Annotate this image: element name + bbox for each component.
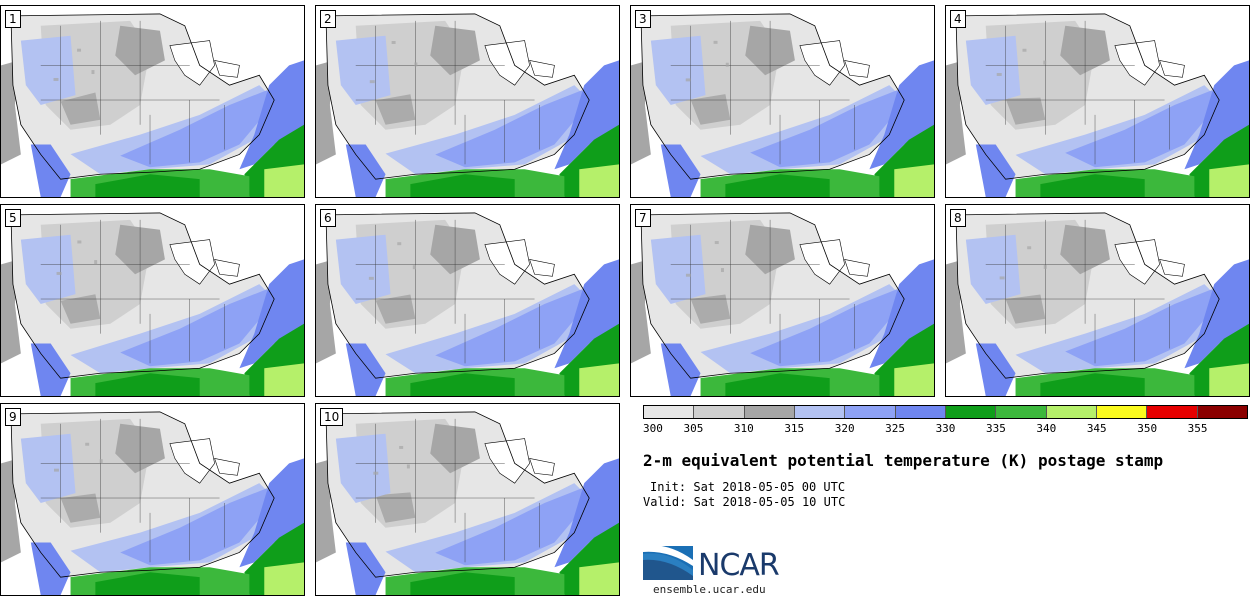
panel-label: 8 [950,209,966,227]
colorbar-swatch [996,406,1047,418]
colorbar-swatch [945,406,997,418]
map-panel-7: 7 [630,204,935,397]
chart-title: 2-m equivalent potential temperature (K)… [643,451,1164,470]
ncar-logo-text: NCAR [698,548,780,583]
colorbar-swatch [644,406,695,418]
valid-time: Valid: Sat 2018-05-05 10 UTC [643,495,846,509]
panel-label: 2 [320,10,336,28]
panel-label: 10 [320,408,344,426]
colorbar-ticks: 300 305 310 315 320 325 330 335 340 345 350 355 [643,422,1248,436]
colorbar-tick-label: 305 [683,422,704,435]
colorbar-swatch [1096,406,1148,418]
colorbar-tick-label: 350 [1137,422,1158,435]
colorbar [643,405,1248,419]
colorbar-swatch [895,406,946,418]
panel-label: 6 [320,209,336,227]
colorbar-tick-label: 300 [643,422,663,435]
colorbar-swatch [845,406,896,418]
colorbar-swatch [744,406,795,418]
panel-label: 1 [5,10,21,28]
map-panel-1: 1 [0,5,305,198]
colorbar-swatch [794,406,846,418]
map-panel-3: 3 [630,5,935,198]
colorbar-tick-label: 325 [885,422,906,435]
colorbar-swatch [1197,406,1247,418]
map-panel-5: 5 [0,204,305,397]
colorbar-swatch [1046,406,1097,418]
panel-label: 3 [635,10,651,28]
init-time: Init: Sat 2018-05-05 00 UTC [650,480,846,494]
map-panel-6: 6 [315,204,620,397]
map-panel-10: 10 [315,403,620,596]
panel-label: 9 [5,408,21,426]
ncar-logo-icon [643,545,693,580]
colorbar-tick-label: 315 [784,422,805,435]
colorbar-tick-label: 330 [935,422,956,435]
panel-label: 5 [5,209,21,227]
colorbar-tick-label: 320 [834,422,855,435]
colorbar-swatch [694,406,745,418]
colorbar-tick-label: 345 [1086,422,1107,435]
colorbar-tick-label: 335 [985,422,1006,435]
map-panel-8: 8 [945,204,1250,397]
panel-label: 7 [635,209,651,227]
colorbar-tick-label: 355 [1187,422,1208,435]
panel-label: 4 [950,10,966,28]
colorbar-swatch [1147,406,1198,418]
map-panel-4: 4 [945,5,1250,198]
logo-url: ensemble.ucar.edu [653,583,766,596]
colorbar-tick-label: 340 [1036,422,1057,435]
colorbar-tick-label: 310 [733,422,754,435]
map-panel-9: 9 [0,403,305,596]
map-panel-2: 2 [315,5,620,198]
